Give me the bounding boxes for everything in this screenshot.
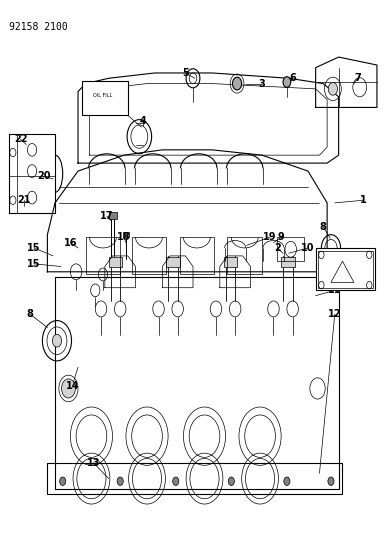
Circle shape (117, 477, 123, 486)
Bar (109, 257, 122, 266)
Circle shape (284, 477, 290, 486)
Circle shape (328, 83, 337, 95)
Text: 15: 15 (27, 243, 41, 253)
Circle shape (228, 477, 234, 486)
Text: 7: 7 (354, 73, 361, 83)
Text: 2: 2 (274, 243, 281, 253)
Bar (223, 257, 237, 266)
Bar (82, 81, 128, 115)
Text: 11: 11 (328, 285, 342, 295)
Bar (123, 232, 129, 237)
Text: 17: 17 (100, 211, 113, 221)
Text: 20: 20 (37, 172, 50, 181)
Text: 1: 1 (360, 195, 367, 205)
Text: 14: 14 (66, 381, 79, 391)
Circle shape (283, 77, 291, 87)
Bar (227, 237, 262, 274)
Circle shape (60, 477, 66, 486)
Circle shape (232, 77, 242, 90)
Bar (281, 257, 295, 266)
Text: 3: 3 (259, 78, 265, 88)
Text: 13: 13 (86, 458, 100, 467)
Text: 8: 8 (27, 309, 34, 319)
Bar (179, 237, 214, 274)
Text: 9: 9 (278, 232, 284, 243)
Bar (86, 237, 120, 274)
Text: 4: 4 (140, 116, 147, 126)
Text: 18: 18 (117, 232, 131, 243)
Text: 8: 8 (320, 222, 327, 232)
Text: 23: 23 (338, 256, 351, 266)
Bar (277, 237, 304, 261)
Circle shape (173, 477, 179, 486)
Text: 21: 21 (18, 195, 31, 205)
Bar (316, 248, 375, 290)
Text: 19: 19 (263, 232, 276, 243)
Bar (166, 257, 179, 266)
Text: 12: 12 (328, 309, 342, 319)
Circle shape (61, 379, 75, 398)
Text: 5: 5 (182, 68, 189, 78)
Text: 10: 10 (301, 243, 315, 253)
Text: OIL FILL: OIL FILL (93, 93, 113, 98)
Circle shape (52, 334, 61, 347)
Circle shape (328, 477, 334, 486)
Bar (318, 251, 373, 288)
Bar (47, 463, 342, 495)
Text: 22: 22 (14, 134, 27, 144)
Bar (132, 237, 166, 274)
Bar (109, 213, 117, 219)
Text: 15: 15 (27, 259, 41, 269)
Text: 16: 16 (64, 238, 77, 248)
Text: 92158 2100: 92158 2100 (9, 21, 68, 31)
Text: 6: 6 (289, 73, 296, 83)
